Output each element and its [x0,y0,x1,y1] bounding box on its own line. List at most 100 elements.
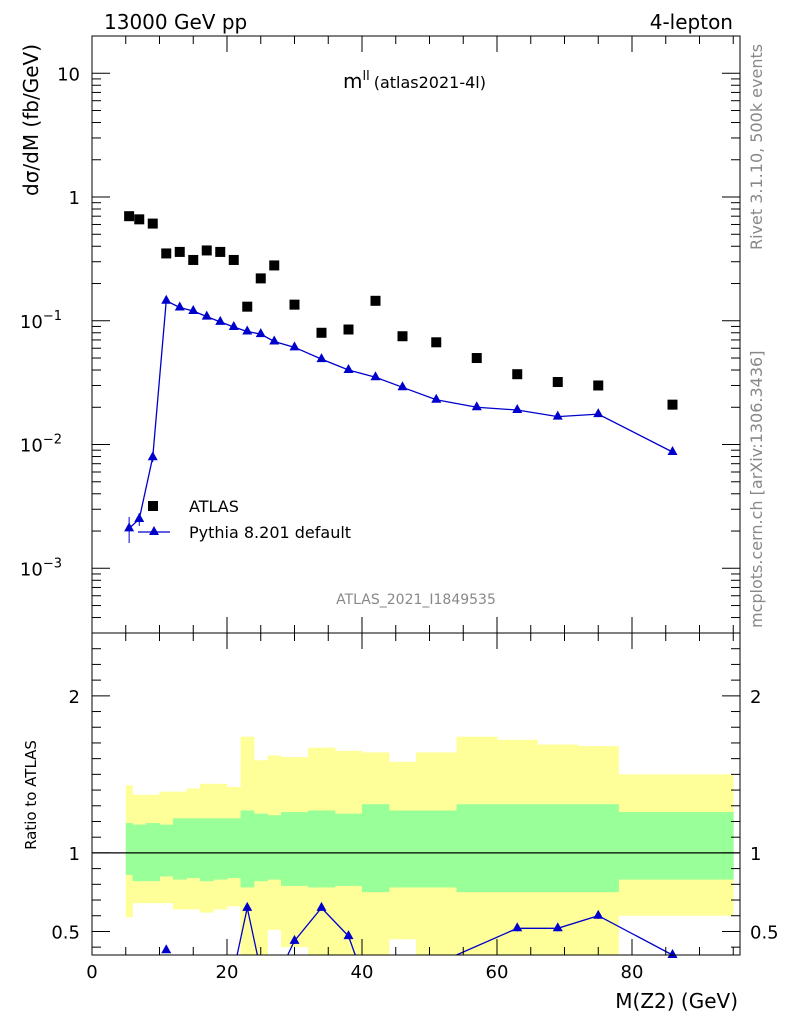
atlas-point [667,399,678,410]
energy-label: 13000 GeV pp [104,10,247,34]
ratio-inner-band [125,823,133,875]
atlas-point [255,273,266,284]
pythia-point [134,513,145,523]
main-marks [124,211,678,544]
pythia-point [667,446,678,456]
main-panel: 10−3 10−2 10−1 1 10 mll (atlas2021-4l) dσ/dM … [19,35,741,634]
atlas-point [397,331,408,342]
x-axis-label: M(Z2) (GeV) [615,989,738,1013]
main-y-tick-label: 10−1 [20,309,62,333]
ratio-frame [91,632,741,956]
atlas-point [161,248,172,259]
ratio-pythia-point [161,944,172,954]
ratio-inner-band [254,813,268,882]
ratio-pythia-point [242,901,253,911]
legend-atlas-marker [148,501,158,511]
ratio-inner-band [578,804,619,893]
ratio-ticks: 0.5 0.51 12 20 20 40 60 80 [51,633,779,983]
main-y-tick-label: 1 [69,188,80,209]
legend: ATLAS Pythia 8.201 default [138,497,351,542]
atlas-point [512,369,523,380]
ratio-inner-band [200,818,214,882]
ratio-inner-band [537,804,579,893]
ratio-y-tick-label: 0.5 [51,922,80,943]
pythia-point [370,371,381,381]
pythia-point [593,408,604,418]
ratio-inner-band [308,810,336,888]
pythia-point [289,341,300,351]
ratio-pythia-point [512,922,523,932]
pythia-point [124,522,135,532]
ratio-inner-band [362,804,390,893]
main-y-axis-label: dσ/dM (fb/GeV) [19,44,43,196]
atlas-point [431,337,442,348]
atlas-point [552,377,563,388]
ratio-panel: 0.5 0.51 12 20 20 40 60 80 Ratio to ATLAS M(Z2)… [22,632,779,1013]
atlas-point [289,299,300,310]
atlas-point [370,295,381,306]
ratio-pythia-point [552,922,563,932]
atlas-point [188,254,199,265]
ratio-inner-band [146,823,160,882]
legend-pythia-marker [149,526,159,535]
ratio-inner-band [213,818,228,880]
main-y-tick-label: 10−2 [20,433,62,457]
atlas-point [124,211,135,222]
ratio-marks [92,736,740,958]
pythia-point [188,304,199,314]
ratio-y-tick-label-right: 0.5 [750,922,779,943]
pythia-point [174,301,185,311]
atlas-point [147,218,158,229]
atlas-point [269,260,280,271]
ratio-inner-band [159,824,174,877]
main-y-tick-label: 10 [57,64,80,85]
pythia-point [242,325,253,335]
atlas-point [593,380,604,391]
ratio-inner-band [389,810,417,888]
title-superscript: ll [362,69,369,84]
legend-pythia-label: Pythia 8.201 default [189,523,351,542]
x-tick-label: 80 [621,962,644,983]
main-frame [91,35,741,634]
chart-title: mll (atlas2021-4l) [343,69,486,93]
atlas-point [201,245,212,256]
atlas-point [228,254,239,265]
title-suffix: (atlas2021-4l) [374,73,486,92]
pythia-point [215,315,226,325]
x-tick-label: 60 [486,962,509,983]
atlas-point [316,327,327,338]
ratio-inner-band [335,813,363,886]
ratio-inner-band [186,818,201,879]
pythia-point [397,381,408,391]
title-main: m [343,69,362,93]
ratio-inner-band [240,810,255,888]
x-tick-label: 0 [86,962,97,983]
pythia-point [343,364,354,374]
pythia-point [255,328,266,338]
ratio-inner-band [227,818,241,879]
pythia-point [431,393,442,403]
x-tick-label: 20 [216,962,239,983]
atlas-point [242,301,253,312]
atlas-point [134,214,145,225]
pythia-point [269,335,280,345]
atlas-point [174,246,185,257]
process-label: 4-lepton [650,10,733,34]
main-y-tick-label: 10−3 [20,556,62,580]
ratio-pythia-point [289,934,300,944]
ratio-y-axis-label: Ratio to ATLAS [22,740,40,850]
ratio-y-tick-label-right: 2 [750,687,761,708]
ratio-pythia-point [667,949,678,958]
rivet-label: Rivet 3.1.10, 500k events [747,44,766,250]
ratio-inner-band [416,810,457,888]
pythia-point [552,410,563,420]
analysis-watermark: ATLAS_2021_I1849535 [336,592,496,608]
ratio-inner-band [281,812,309,886]
pythia-point [316,353,327,363]
ratio-inner-band [497,804,538,893]
ratio-pythia-point [593,909,604,919]
ratio-inner-band [456,804,498,893]
legend-atlas-label: ATLAS [189,497,239,516]
ratio-y-tick-label: 2 [69,687,80,708]
